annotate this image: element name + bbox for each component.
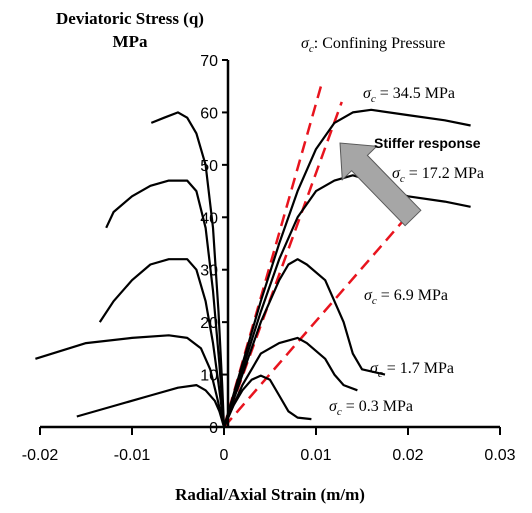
series-label: σc = 34.5 MPa xyxy=(363,85,455,105)
x-ticks-layer: -0.02 -0.01 0 0.01 0.02 0.03 xyxy=(22,427,516,464)
axial-strain-curve xyxy=(222,336,358,428)
y-tick-label: 60 xyxy=(200,105,218,122)
sigma-symbol: σ xyxy=(301,35,310,52)
arrow-shape xyxy=(339,142,422,227)
y-ticks-layer: 0 10 20 30 40 50 60 70 xyxy=(200,53,228,437)
y-tick-label: 10 xyxy=(200,368,218,385)
stiffness-guide-line xyxy=(223,216,408,428)
axial-strain-curve xyxy=(222,258,386,428)
y-tick-label: 50 xyxy=(200,158,218,175)
x-tick-label: 0.03 xyxy=(484,447,515,464)
y-tick-label: 30 xyxy=(200,263,218,280)
axial-strain-curve xyxy=(222,174,471,428)
series-label: σc = 1.7 MPa xyxy=(370,360,454,380)
x-tick-label: -0.02 xyxy=(22,447,59,464)
x-axis-title: Radial/Axial Strain (m/m) xyxy=(175,485,365,504)
stiffer-arrow xyxy=(339,142,422,227)
y-tick-label: 70 xyxy=(200,53,218,70)
legend-title: σc: Confining Pressure xyxy=(301,35,445,55)
stiffer-response-annotation: Stiffer response xyxy=(374,135,481,151)
radial-strain-curve xyxy=(35,334,226,428)
x-tick-label: 0.02 xyxy=(392,447,423,464)
y-axis-title-line2: MPa xyxy=(113,32,148,51)
curves-layer xyxy=(35,108,471,428)
radial-strain-curve xyxy=(105,179,226,428)
series-label: σc = 17.2 MPa xyxy=(392,165,484,185)
series-label: σc = 6.9 MPa xyxy=(364,287,448,307)
y-axis-title-line1: Deviatoric Stress (q) xyxy=(56,9,204,28)
y-tick-label: 0 xyxy=(209,420,218,437)
x-tick-label: 0.01 xyxy=(300,447,331,464)
radial-strain-curve xyxy=(150,111,226,428)
radial-strain-curve xyxy=(76,384,226,428)
y-tick-label: 40 xyxy=(200,210,218,227)
y-tick-label: 20 xyxy=(200,315,218,332)
radial-strain-curve xyxy=(98,258,226,428)
x-tick-label: 0 xyxy=(220,447,229,464)
x-tick-label: -0.01 xyxy=(114,447,151,464)
series-label: σc = 0.3 MPa xyxy=(329,398,413,418)
sigma-subscript: c xyxy=(309,43,314,55)
legend-title-text: Confining Pressure xyxy=(322,35,445,52)
series-labels-layer: σc = 34.5 MPa σc = 17.2 MPa σc = 6.9 MPa σc… xyxy=(329,85,484,418)
axial-strain-curve xyxy=(222,374,312,428)
axial-strain-curve xyxy=(222,108,471,428)
